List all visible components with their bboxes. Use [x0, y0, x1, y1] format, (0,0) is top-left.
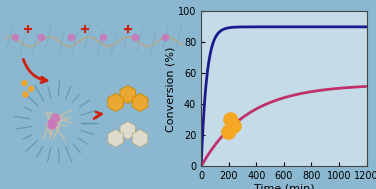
Circle shape [23, 92, 28, 97]
Polygon shape [120, 121, 136, 139]
Point [231, 125, 237, 128]
Point [226, 131, 232, 134]
X-axis label: Time (min): Time (min) [253, 184, 314, 189]
Circle shape [49, 119, 57, 127]
Polygon shape [108, 129, 123, 147]
Circle shape [22, 81, 27, 86]
Y-axis label: Conversion (%): Conversion (%) [165, 46, 175, 132]
Polygon shape [108, 93, 123, 112]
Circle shape [51, 114, 59, 122]
Polygon shape [132, 129, 148, 147]
Polygon shape [132, 93, 148, 112]
Circle shape [29, 86, 33, 91]
Polygon shape [120, 85, 136, 104]
Circle shape [48, 121, 56, 129]
Point [228, 118, 234, 121]
